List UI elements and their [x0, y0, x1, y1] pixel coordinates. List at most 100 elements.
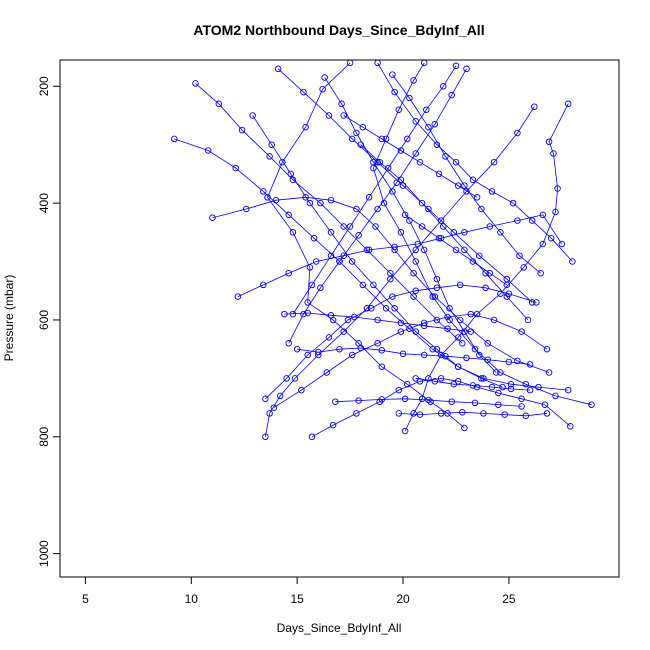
data-point: [279, 158, 286, 166]
data-point: [357, 344, 364, 352]
data-point: [488, 188, 496, 195]
data-point: [461, 182, 468, 189]
data-point: [389, 293, 396, 300]
data-point: [486, 269, 494, 277]
data-point: [327, 312, 335, 319]
data-point: [431, 293, 439, 300]
data-point: [448, 398, 455, 405]
data-point: [452, 246, 460, 254]
series-line: [273, 313, 548, 408]
data-point: [535, 383, 542, 391]
data-point: [418, 199, 426, 207]
data-point: [514, 357, 521, 365]
data-point: [452, 158, 460, 166]
data-point: [348, 258, 356, 265]
data-point: [412, 328, 419, 335]
data-point: [558, 240, 566, 248]
data-point: [401, 211, 409, 219]
data-point: [416, 411, 424, 418]
data-point: [545, 369, 553, 376]
data-point: [262, 395, 269, 403]
data-point: [387, 269, 394, 277]
data-point: [469, 382, 477, 389]
data-point: [490, 158, 498, 166]
y-axis-label: Pressure (mbar): [2, 275, 16, 362]
data-point: [262, 433, 269, 441]
x-tick-label: 10: [185, 592, 199, 606]
data-point: [327, 252, 335, 259]
data-point: [232, 164, 239, 172]
data-point: [446, 305, 453, 312]
data-point: [355, 397, 362, 404]
data-point: [293, 345, 301, 353]
data-point: [378, 347, 386, 354]
data-point: [545, 138, 553, 146]
data-point: [526, 361, 534, 368]
data-point: [526, 386, 534, 394]
data-point: [433, 284, 441, 292]
plot-frame: [59, 59, 620, 578]
data-point: [317, 284, 324, 292]
data-point: [340, 252, 347, 259]
data-point: [450, 229, 458, 236]
data-point: [399, 350, 407, 358]
data-point: [281, 310, 288, 318]
data-point: [300, 88, 307, 96]
series-line: [292, 65, 457, 315]
data-point: [478, 375, 485, 382]
data-point: [234, 293, 242, 300]
data-point: [395, 386, 403, 394]
data-point: [516, 252, 523, 259]
data-point: [348, 135, 356, 143]
data-point: [391, 243, 398, 251]
series-line: [360, 144, 529, 321]
data-point: [391, 305, 398, 312]
data-point: [425, 205, 432, 213]
data-point: [539, 240, 547, 248]
data-point: [323, 369, 331, 376]
data-point: [204, 147, 212, 154]
data-point: [448, 91, 455, 99]
data-point: [503, 293, 511, 300]
data-point: [543, 345, 551, 353]
data-point: [285, 211, 292, 219]
data-point: [480, 410, 487, 417]
y-tick-label: 200: [37, 76, 51, 96]
data-point: [482, 284, 489, 292]
data-point: [249, 112, 256, 119]
data-point: [304, 309, 311, 317]
data-point: [321, 74, 328, 81]
data-point: [266, 410, 273, 417]
data-point: [420, 322, 428, 330]
data-point: [461, 246, 468, 254]
series-line: [277, 68, 533, 303]
data-point: [329, 421, 337, 429]
data-point: [524, 316, 532, 324]
data-point: [433, 345, 441, 353]
data-point: [541, 401, 549, 408]
data-point: [435, 234, 443, 242]
data-point: [365, 246, 373, 254]
data-point: [547, 234, 555, 242]
data-point: [397, 147, 405, 154]
data-point: [476, 351, 483, 359]
x-tick-label: 5: [82, 592, 89, 606]
data-point: [312, 258, 320, 265]
data-point: [490, 316, 498, 324]
data-point: [478, 205, 485, 213]
data-point: [463, 65, 470, 73]
data-point: [569, 258, 576, 265]
data-point: [406, 325, 413, 332]
data-point: [518, 328, 525, 335]
series-line: [335, 398, 522, 407]
data-point: [514, 129, 521, 137]
series-line: [392, 74, 541, 274]
data-point: [260, 281, 267, 289]
data-point: [346, 60, 354, 67]
series-line: [311, 377, 571, 438]
data-point: [467, 310, 475, 318]
data-point: [501, 411, 508, 418]
data-point: [410, 293, 417, 300]
data-point: [518, 395, 525, 403]
data-point: [401, 427, 409, 435]
